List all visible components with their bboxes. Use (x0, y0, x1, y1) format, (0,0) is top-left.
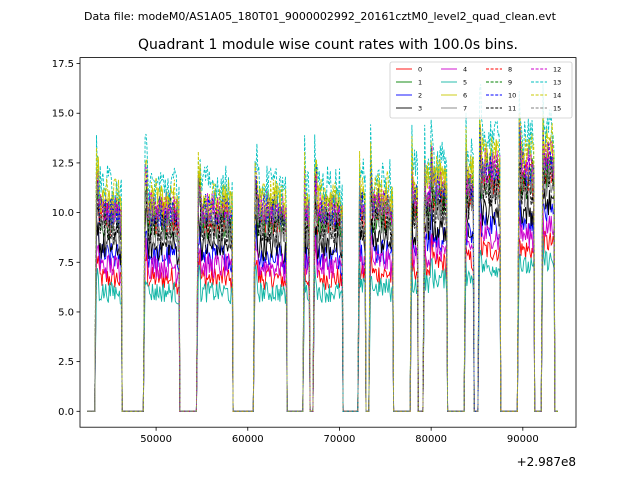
legend-label: 4 (463, 66, 467, 74)
y-tick-label: 12.5 (52, 158, 74, 169)
x-tick-label: 60000 (232, 434, 264, 445)
y-axis: 0.0 2.5 5.0 7.5 10.0 12.5 15.0 17.5 (52, 59, 80, 418)
y-tick-label: 15.0 (52, 109, 74, 120)
y-tick-label: 2.5 (58, 357, 74, 368)
legend-label: 7 (463, 105, 467, 113)
series-line-module-15 (87, 144, 558, 412)
y-tick-label: 10.0 (52, 208, 74, 219)
figure-suptitle: Data file: modeM0/AS1A05_180T01_90000029… (84, 10, 557, 23)
legend-label: 0 (418, 66, 422, 74)
x-offset-label: +2.987e8 (517, 455, 576, 469)
legend-label: 9 (508, 79, 512, 87)
series-line-module-5 (87, 237, 558, 412)
x-axis: 50000 60000 70000 80000 90000 (140, 427, 539, 445)
chart-title: Quadrant 1 module wise count rates with … (138, 37, 518, 53)
x-tick-label: 80000 (415, 434, 447, 445)
legend-label: 11 (508, 105, 516, 113)
legend-label: 15 (553, 105, 561, 113)
x-tick-label: 50000 (140, 434, 172, 445)
y-tick-label: 7.5 (58, 258, 74, 269)
series-line-module-13 (87, 83, 558, 412)
legend-label: 1 (418, 79, 422, 87)
legend-label: 10 (508, 92, 516, 100)
legend-label: 6 (463, 92, 467, 100)
legend-label: 3 (418, 105, 422, 113)
y-tick-label: 17.5 (52, 59, 74, 70)
legend-label: 8 (508, 66, 512, 74)
legend-label: 13 (553, 79, 561, 87)
legend-label: 12 (553, 66, 561, 74)
legend-label: 5 (463, 79, 467, 87)
y-tick-label: 0.0 (58, 407, 74, 418)
y-tick-label: 5.0 (58, 307, 74, 318)
series-layer (87, 83, 558, 412)
x-tick-label: 90000 (507, 434, 539, 445)
plot-area-frame (79, 57, 577, 428)
legend-label: 14 (553, 92, 561, 100)
legend-frame (389, 61, 573, 119)
legend-label: 2 (418, 92, 422, 100)
x-tick-label: 70000 (324, 434, 356, 445)
